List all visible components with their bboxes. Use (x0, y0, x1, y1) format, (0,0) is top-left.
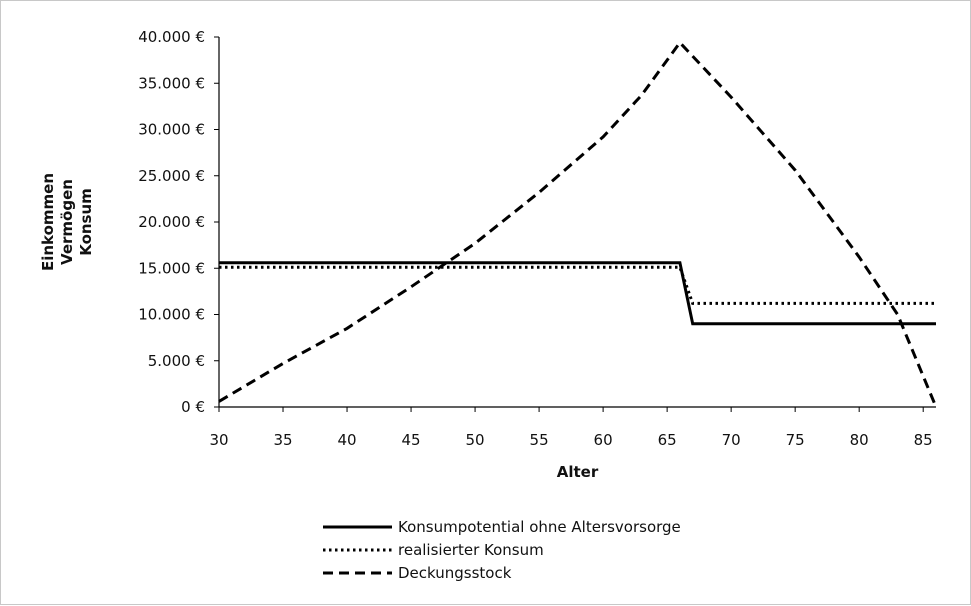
x-tick-label: 60 (594, 431, 613, 449)
series-line (219, 261, 936, 326)
legend-label: Konsumpotential ohne Altersvorsorge (398, 518, 681, 536)
x-tick-label: 50 (466, 431, 485, 449)
y-axis-ticks: 0 € 5.000 € 10.000 € 15.000 € 20.000 € 25.000… (138, 28, 219, 416)
y-tick-label: 40.000 € (138, 28, 205, 46)
y-axis-title-line: Vermögen (58, 179, 76, 265)
y-tick-label: 0 € (181, 398, 205, 416)
y-tick-label: 35.000 € (138, 74, 205, 92)
series-line (218, 40, 938, 408)
x-tick-label: 45 (402, 431, 421, 449)
x-tick-label: 55 (530, 431, 549, 449)
x-tick-label: 85 (914, 431, 933, 449)
y-axis-title-line: Konsum (77, 188, 95, 256)
x-tick-label: 65 (658, 431, 677, 449)
y-tick-label: 30.000 € (138, 121, 205, 139)
x-tick-label: 30 (209, 431, 228, 449)
x-tick-label: 70 (722, 431, 741, 449)
legend: Konsumpotential ohne Altersvorsorge reali… (323, 518, 681, 582)
legend-label: Deckungsstock (398, 564, 512, 582)
y-tick-label: 10.000 € (138, 306, 205, 324)
y-axis-title-line: Einkommen (39, 173, 57, 271)
y-tick-label: 5.000 € (148, 352, 205, 370)
x-axis-title: Alter (557, 463, 599, 481)
x-tick-label: 80 (850, 431, 869, 449)
x-tick-label: 40 (337, 431, 356, 449)
x-tick-label: 75 (786, 431, 805, 449)
series-line (219, 265, 936, 305)
y-tick-label: 15.000 € (138, 259, 205, 277)
y-axis-title: Einkommen Vermögen Konsum (39, 173, 95, 271)
y-tick-label: 25.000 € (138, 167, 205, 185)
y-tick-label: 20.000 € (138, 213, 205, 231)
x-tick-label: 35 (273, 431, 292, 449)
series-layer (218, 40, 938, 408)
legend-label: realisierter Konsum (398, 541, 544, 559)
x-axis-ticks: 30 35 40 45 50 55 60 65 70 75 80 85 (209, 407, 933, 449)
